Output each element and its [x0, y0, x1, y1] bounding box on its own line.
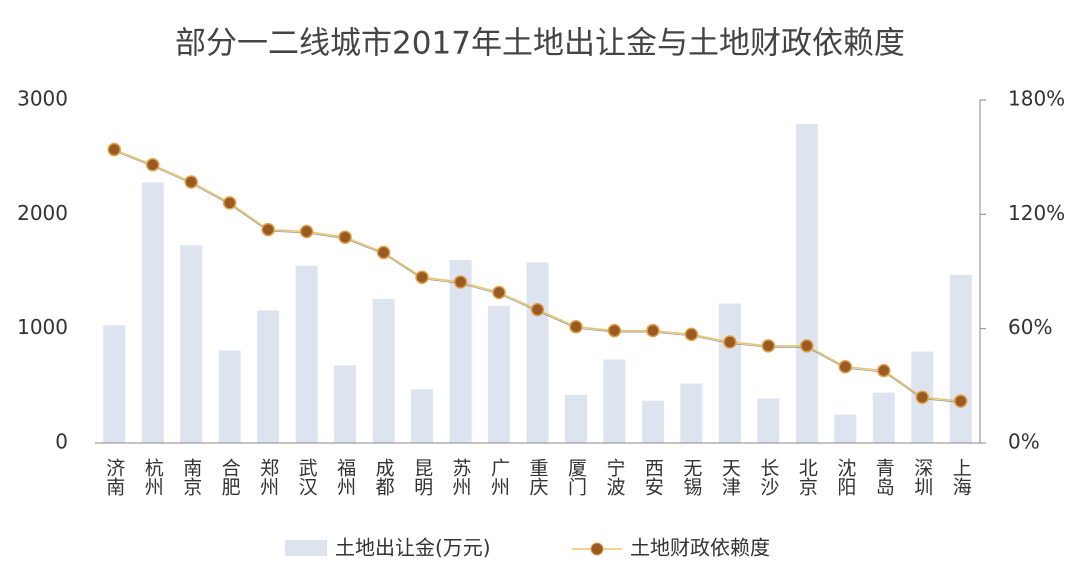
- y-tick-label: 0: [55, 430, 68, 454]
- x-tick-label: 福州: [334, 458, 356, 496]
- y2-tick-label: 0%: [1008, 430, 1040, 454]
- x-tick-label: 天津: [719, 458, 741, 496]
- bar: [718, 303, 741, 443]
- bar: [372, 298, 395, 443]
- x-tick-label: 昆明: [411, 458, 433, 496]
- legend-swatch: [285, 540, 327, 556]
- line-marker: [607, 323, 622, 338]
- x-tick-label: 无锡: [680, 458, 702, 497]
- y-tick-label: 3000: [17, 87, 68, 111]
- line-marker: [415, 270, 429, 284]
- x-tick-label: 杭州: [142, 458, 164, 496]
- x-tick-label: 合肥: [219, 458, 241, 496]
- line-marker: [492, 285, 506, 300]
- legend-label: 土地出让金(万元): [335, 536, 491, 560]
- x-tick-label: 南京: [180, 458, 202, 497]
- bar: [218, 350, 241, 443]
- line-marker: [838, 360, 853, 374]
- bar: [411, 389, 434, 443]
- line-marker: [376, 245, 391, 260]
- line-marker: [145, 158, 160, 172]
- legend-label: 土地财政依赖度: [630, 536, 770, 560]
- line-marker: [915, 390, 930, 405]
- x-tick-label: 青岛: [873, 458, 895, 497]
- x-tick-label: 北京: [796, 458, 818, 497]
- x-tick-label: 济南: [103, 458, 125, 496]
- line-marker: [107, 142, 121, 157]
- bar: [680, 383, 703, 443]
- bar: [872, 392, 895, 443]
- x-tick-label: 广州: [488, 458, 510, 496]
- x-tick-label: 重庆: [527, 458, 549, 496]
- x-tick-label: 成都: [373, 458, 395, 496]
- bar: [564, 394, 587, 443]
- x-tick-label: 沈阳: [834, 458, 856, 496]
- y-tick-label: 2000: [17, 201, 68, 225]
- line-marker: [646, 323, 660, 338]
- line-marker: [954, 394, 968, 408]
- x-tick-label: 宁波: [603, 458, 625, 496]
- bar: [257, 310, 280, 443]
- x-tick-label: 苏州: [450, 458, 472, 496]
- y2-tick-label: 120%: [1008, 201, 1065, 225]
- x-tick-label: 深圳: [911, 458, 933, 496]
- y2-tick-label: 60%: [1008, 315, 1052, 339]
- legend-swatch: [590, 542, 604, 556]
- bar: [295, 265, 318, 443]
- line-marker: [222, 196, 237, 210]
- line-marker: [800, 339, 814, 353]
- x-tick-label: 郑州: [257, 458, 279, 496]
- x-tick-label: 上海: [950, 458, 972, 496]
- line-marker: [184, 175, 198, 189]
- bar: [949, 274, 972, 443]
- x-tick-label: 长沙: [757, 458, 779, 496]
- bar: [180, 245, 203, 443]
- line-marker: [761, 339, 776, 353]
- y-tick-label: 1000: [17, 315, 68, 339]
- line-marker: [453, 275, 468, 289]
- chart-title: 部分一二线城市2017年土地出让金与土地财政依赖度: [175, 26, 905, 62]
- x-tick-label: 西安: [642, 458, 664, 496]
- line-marker: [338, 230, 352, 244]
- bar: [757, 398, 780, 443]
- line-marker: [261, 222, 275, 237]
- bar: [103, 325, 126, 443]
- bar: [449, 260, 472, 443]
- bar: [526, 262, 549, 443]
- bar: [795, 124, 818, 443]
- line-marker: [684, 327, 699, 342]
- line-marker: [530, 302, 545, 317]
- bar: [334, 365, 357, 443]
- bar: [603, 359, 626, 443]
- y2-tick-label: 180%: [1008, 87, 1065, 111]
- x-tick-label: 厦门: [565, 458, 587, 496]
- line-marker: [299, 224, 314, 239]
- line-marker: [877, 363, 891, 378]
- line-marker: [569, 320, 583, 334]
- bar: [141, 182, 164, 443]
- bar: [641, 400, 664, 443]
- bar: [488, 305, 511, 443]
- bar: [834, 414, 857, 443]
- x-tick-label: 武汉: [296, 458, 318, 496]
- line-marker: [723, 335, 737, 349]
